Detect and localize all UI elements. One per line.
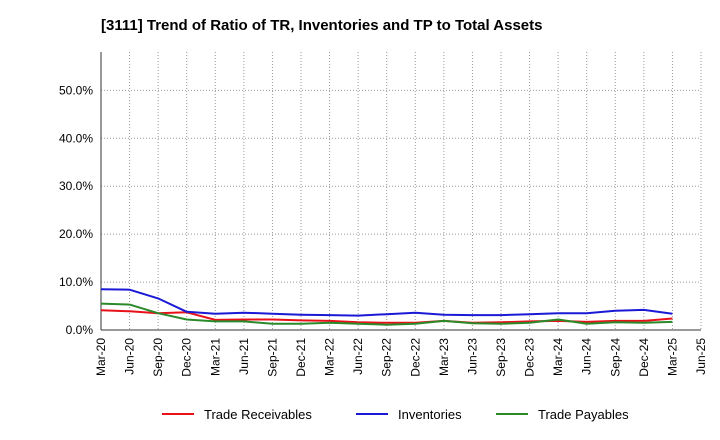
y-tick-label: 30.0% bbox=[59, 179, 93, 193]
x-tick-label: Jun-22 bbox=[351, 338, 365, 375]
x-tick-label: Jun-24 bbox=[580, 338, 594, 375]
series-line-2 bbox=[100, 288, 673, 317]
legend-label-3: Trade Payables bbox=[538, 407, 629, 422]
plot-area: 0.0% 10.0% 20.0% 30.0% 40.0% 50.0% Mar-20 Jun-2… bbox=[59, 52, 708, 377]
x-tick-label: Jun-20 bbox=[123, 338, 137, 375]
x-tick-label: Mar-20 bbox=[94, 338, 108, 376]
x-tick-label: Sep-23 bbox=[494, 338, 508, 377]
plot-background bbox=[101, 52, 701, 330]
series-line-3 bbox=[100, 302, 673, 326]
x-tick-label: Dec-22 bbox=[408, 338, 422, 377]
x-tick-label: Dec-21 bbox=[294, 338, 308, 377]
x-tick-label: Mar-21 bbox=[208, 338, 222, 376]
x-tick-label: Dec-23 bbox=[523, 338, 537, 377]
x-tick-label: Sep-24 bbox=[608, 338, 622, 377]
x-tick-label: Jun-25 bbox=[694, 338, 708, 375]
x-tick-label: Jun-23 bbox=[465, 338, 479, 375]
chart-title: [3111] Trend of Ratio of TR, Inventories… bbox=[101, 17, 542, 34]
x-tick-label: Sep-21 bbox=[265, 338, 279, 377]
legend-label-1: Trade Receivables bbox=[204, 407, 312, 422]
x-tick-label: Mar-23 bbox=[437, 338, 451, 376]
y-tick-label: 10.0% bbox=[59, 275, 93, 289]
legend: Trade Receivables Inventories Trade Payabl… bbox=[162, 407, 629, 422]
x-tick-label: Mar-25 bbox=[665, 338, 679, 376]
x-tick-label: Mar-24 bbox=[551, 338, 565, 376]
x-tick-label: Dec-20 bbox=[180, 338, 194, 377]
x-tick-label: Sep-22 bbox=[380, 338, 394, 377]
legend-label-2: Inventories bbox=[398, 407, 462, 422]
x-tick-label: Jun-21 bbox=[237, 338, 251, 375]
x-tick-label: Sep-20 bbox=[151, 338, 165, 377]
y-tick-label: 0.0% bbox=[66, 323, 94, 337]
y-tick-label: 40.0% bbox=[59, 131, 93, 145]
x-tick-label: Mar-22 bbox=[323, 338, 337, 376]
x-tick-label: Dec-24 bbox=[637, 338, 651, 377]
y-tick-label: 50.0% bbox=[59, 83, 93, 97]
y-tick-label: 20.0% bbox=[59, 227, 93, 241]
